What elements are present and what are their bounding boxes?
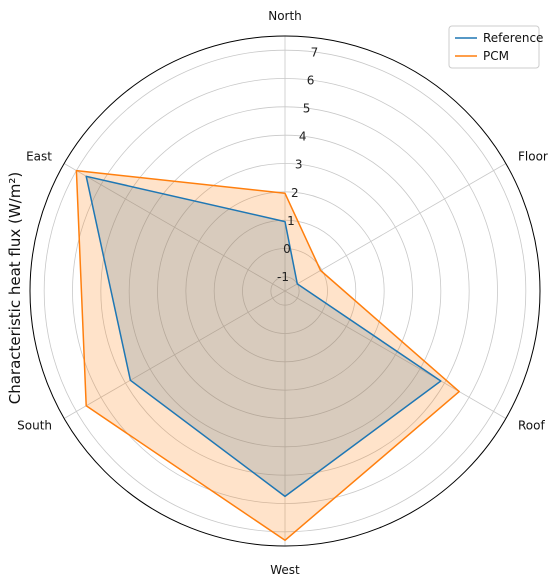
polar-grid <box>29 35 541 547</box>
radial-tick-label: 5 <box>303 102 311 116</box>
legend-box <box>448 25 540 69</box>
legend: Reference PCM <box>448 25 543 69</box>
series-fill-pcm <box>76 170 460 541</box>
legend-label-pcm: PCM <box>483 49 509 63</box>
label-layer: -1 0 1 2 3 4 5 6 7 North Floor Roof West South East <box>17 9 548 577</box>
category-label-floor: Floor <box>518 150 548 164</box>
grid-spoke <box>284 290 507 419</box>
radial-tick-label: 7 <box>311 46 319 60</box>
category-label-west: West <box>270 563 300 577</box>
radial-tick-label: 4 <box>299 130 307 144</box>
category-label-roof: Roof <box>518 419 545 433</box>
grid-spoke <box>63 290 286 419</box>
series-line-pcm <box>75 169 460 542</box>
category-label-north: North <box>268 9 302 23</box>
category-label-east: East <box>26 150 52 164</box>
radial-tick-label: 0 <box>283 242 291 256</box>
radial-tick-label: -1 <box>277 270 289 284</box>
legend-label-reference: Reference <box>483 31 543 45</box>
y-axis-label: Characteristic heat flux (W/m²) <box>6 172 24 405</box>
category-label-south: South <box>17 419 52 433</box>
grid-spoke <box>284 163 507 292</box>
series-line-reference <box>85 175 442 498</box>
polar-frame <box>29 35 541 547</box>
radial-tick-label: 6 <box>307 74 315 88</box>
series-fill-reference <box>86 176 441 497</box>
radial-tick-label: 3 <box>295 158 303 172</box>
series-layer <box>75 169 460 542</box>
radial-tick-label: 2 <box>291 186 299 200</box>
grid-spoke <box>63 163 286 292</box>
radial-tick-label: 1 <box>287 214 295 228</box>
